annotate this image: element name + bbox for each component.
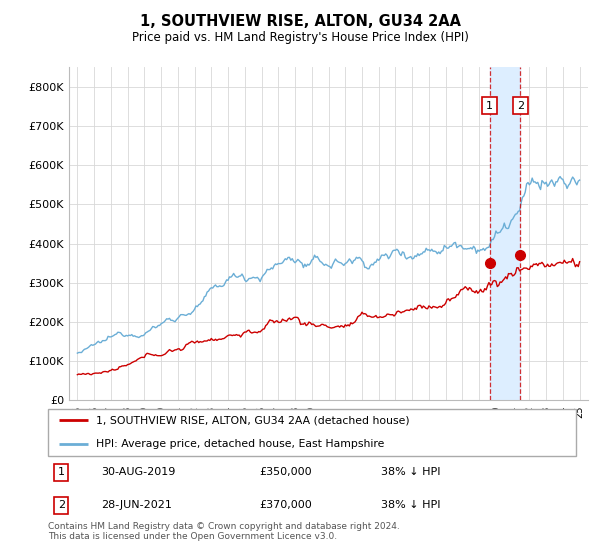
Text: £370,000: £370,000 — [259, 500, 312, 510]
FancyBboxPatch shape — [48, 409, 576, 456]
Text: 38% ↓ HPI: 38% ↓ HPI — [380, 467, 440, 477]
Text: 38% ↓ HPI: 38% ↓ HPI — [380, 500, 440, 510]
Text: £350,000: £350,000 — [259, 467, 312, 477]
Text: 1: 1 — [58, 467, 65, 477]
Text: 30-AUG-2019: 30-AUG-2019 — [101, 467, 175, 477]
Text: 28-JUN-2021: 28-JUN-2021 — [101, 500, 172, 510]
Text: Price paid vs. HM Land Registry's House Price Index (HPI): Price paid vs. HM Land Registry's House … — [131, 31, 469, 44]
Text: HPI: Average price, detached house, East Hampshire: HPI: Average price, detached house, East… — [95, 438, 384, 449]
Text: 1, SOUTHVIEW RISE, ALTON, GU34 2AA (detached house): 1, SOUTHVIEW RISE, ALTON, GU34 2AA (deta… — [95, 415, 409, 425]
Bar — [490, 67, 520, 400]
Text: 1, SOUTHVIEW RISE, ALTON, GU34 2AA: 1, SOUTHVIEW RISE, ALTON, GU34 2AA — [139, 14, 461, 29]
Text: 2: 2 — [517, 100, 524, 110]
Text: 2: 2 — [58, 500, 65, 510]
Text: Contains HM Land Registry data © Crown copyright and database right 2024.
This d: Contains HM Land Registry data © Crown c… — [48, 522, 400, 542]
Text: 1: 1 — [486, 100, 493, 110]
